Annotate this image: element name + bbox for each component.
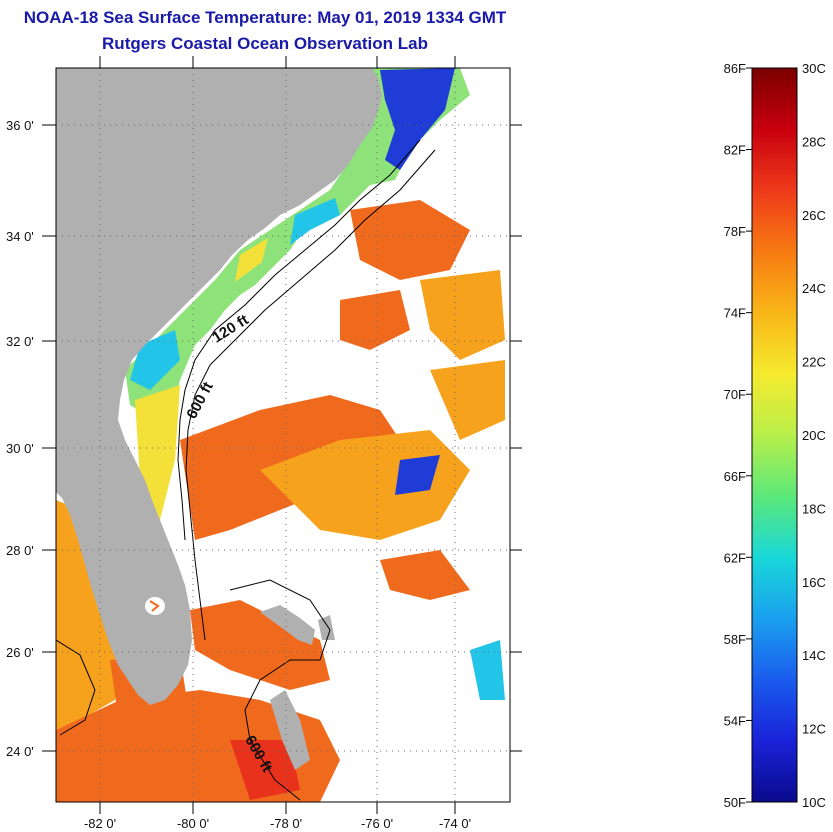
bahamas-island: [260, 605, 315, 645]
lat-label: 34 0': [6, 229, 34, 244]
colorbar-gradient: [751, 67, 798, 803]
fahrenheit-label: 74F: [724, 306, 746, 321]
map-frame: [55, 67, 511, 803]
lat-label: 36 0': [6, 118, 34, 133]
celsius-label: 16C: [802, 575, 826, 590]
sst-patch-orange: [430, 360, 505, 440]
lake-sst-mark: [149, 600, 160, 612]
celsius-ticks: 30C 28C 26C 24C 22C 20C 18C 16C 14C 12C 10C: [802, 61, 826, 810]
lon-label: -76 0': [361, 816, 393, 831]
sst-patch-warm: [380, 550, 470, 600]
sst-patch-cold: [395, 455, 440, 495]
lat-label: 30 0': [6, 441, 34, 456]
contour-120ft: [177, 139, 421, 541]
lon-label: -78 0': [270, 816, 302, 831]
land-mainland: [56, 68, 382, 705]
sst-patch-mild: [235, 238, 268, 282]
sst-patch-cool: [290, 198, 340, 245]
sst-patch-shelf: [125, 68, 470, 420]
celsius-label: 24C: [802, 281, 826, 296]
lat-label: 32 0': [6, 334, 34, 349]
map-ticks: [42, 56, 522, 814]
sst-patch-warm: [340, 290, 410, 350]
celsius-label: 18C: [802, 501, 826, 516]
lat-label: 26 0': [6, 645, 34, 660]
sst-patch-orange: [260, 430, 470, 540]
lon-label: -80 0': [177, 816, 209, 831]
sst-patch-warm: [190, 600, 330, 690]
fahrenheit-label: 82F: [724, 143, 746, 158]
fahrenheit-label: 62F: [724, 550, 746, 565]
celsius-label: 30C: [802, 61, 826, 76]
celsius-label: 12C: [802, 722, 826, 737]
fahrenheit-label: 58F: [724, 632, 746, 647]
fahrenheit-label: 86F: [724, 61, 746, 76]
celsius-label: 14C: [802, 648, 826, 663]
contour-600ft: [185, 149, 436, 641]
celsius-label: 28C: [802, 134, 826, 149]
lon-label: -82 0': [84, 816, 116, 831]
sst-patch-gulf: [56, 500, 120, 730]
fahrenheit-label: 50F: [724, 795, 746, 810]
fahrenheit-label: 54F: [724, 713, 746, 728]
contour-600ft-bahamas: [229, 579, 331, 801]
bahamas-island: [270, 690, 310, 770]
map-subtitle: Rutgers Coastal Ocean Observation Lab: [102, 34, 428, 53]
fahrenheit-label: 66F: [724, 469, 746, 484]
celsius-label: 20C: [802, 428, 826, 443]
lat-label: 24 0': [6, 744, 34, 759]
sst-patch-cold: [380, 68, 455, 170]
celsius-label: 26C: [802, 208, 826, 223]
fahrenheit-ticks: 86F 82F 78F 74F 70F 66F 62F 58F 54F 50F: [724, 61, 752, 810]
lat-label: 28 0': [6, 543, 34, 558]
map-gridlines: [56, 68, 510, 802]
lon-label: -74 0': [439, 816, 471, 831]
sst-patch-warm: [350, 200, 470, 280]
fahrenheit-label: 70F: [724, 387, 746, 402]
fahrenheit-label: 78F: [724, 224, 746, 239]
map-title: NOAA-18 Sea Surface Temperature: May 01,…: [23, 8, 507, 27]
contour-gulf: [56, 639, 96, 736]
celsius-label: 22C: [802, 355, 826, 370]
bahamas-island: [318, 615, 335, 640]
celsius-label: 10C: [802, 795, 826, 810]
sst-patch-hot: [230, 740, 300, 800]
sst-patch-cool: [470, 640, 505, 700]
sst-patch-orange: [420, 270, 505, 360]
